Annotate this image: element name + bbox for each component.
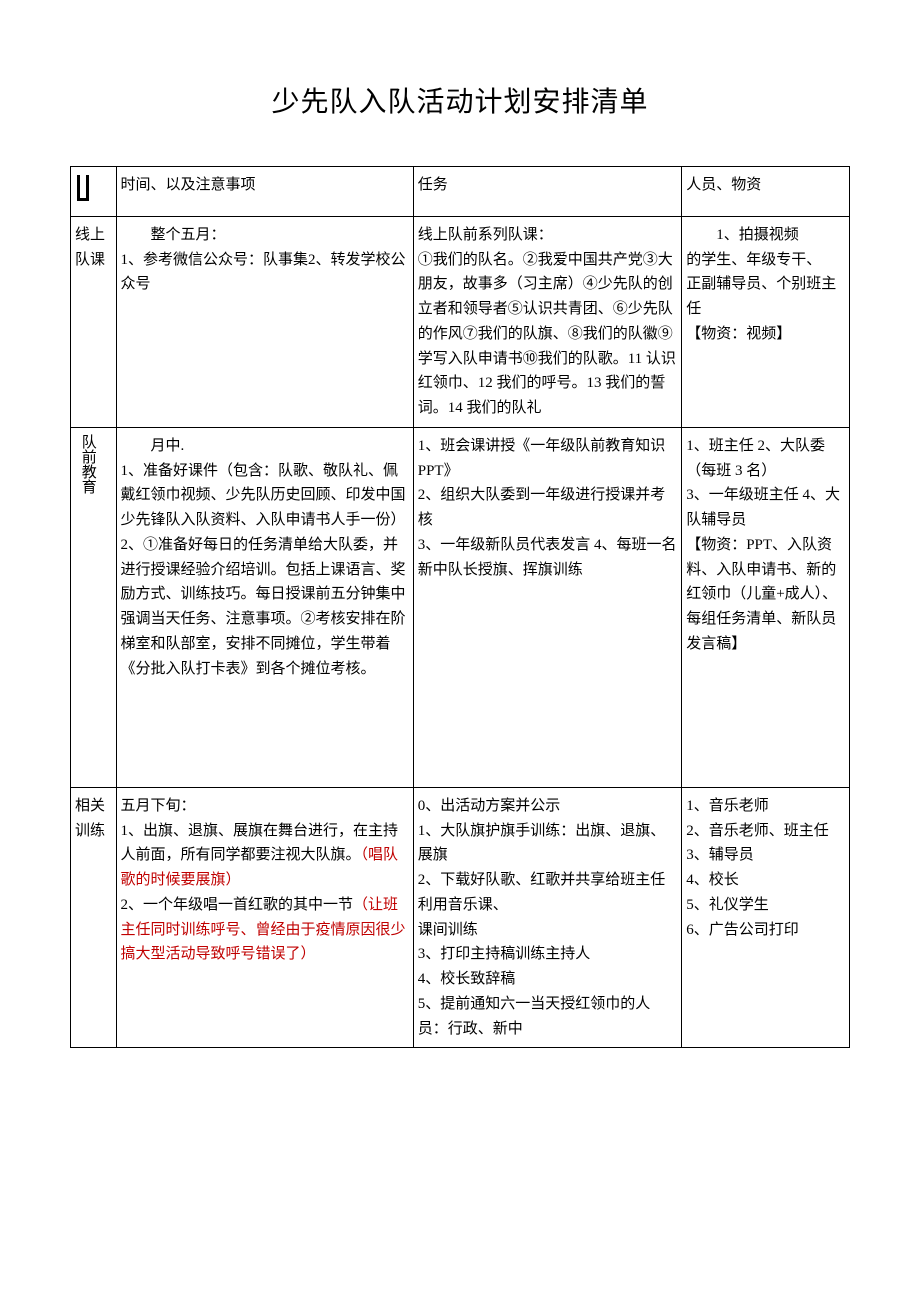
- header-marker-icon: [77, 175, 89, 201]
- stage-label-preedu: 队前教育: [75, 434, 100, 494]
- task-cell: 0、出活动方案并公示 1、大队旗护旗手训练：出旗、退旗、展旗 2、下载好队歌、红…: [413, 787, 681, 1048]
- header-time: 时间、以及注意事项: [116, 167, 413, 217]
- page-title: 少先队入队活动计划安排清单: [70, 80, 850, 126]
- people-lead: 1、拍摄视频: [686, 223, 845, 248]
- stage-label-training: 相关训练: [75, 798, 105, 839]
- table-header-row: 时间、以及注意事项 任务 人员、物资: [71, 167, 850, 217]
- people-body: 的学生、年级专干、 正副辅导员、个别班主任 【物资：视频】: [686, 252, 836, 342]
- table-row: 队前教育 月中. 1、准备好课件（包含：队歌、敬队礼、佩戴红领巾视频、少先队历史…: [71, 427, 850, 787]
- time-body: 1、参考微信公众号：队事集2、转发学校公众号: [121, 252, 406, 293]
- header-people: 人员、物资: [682, 167, 850, 217]
- time-lead: 月中.: [121, 434, 409, 459]
- table-row: 相关训练 五月下旬： 1、出旗、退旗、展旗在舞台进行，在主持人前面，所有同学都要…: [71, 787, 850, 1048]
- people-cell: 1、班主任 2、大队委 （每班 3 名） 3、一年级班主任 4、大队辅导员 【物…: [682, 427, 850, 787]
- time-lead: 整个五月：: [121, 223, 409, 248]
- schedule-table: 时间、以及注意事项 任务 人员、物资 线上队课 整个五月： 1、参考微信公众号：…: [70, 166, 850, 1048]
- stage-cell-preedu: 队前教育: [71, 427, 117, 787]
- header-blank: [71, 167, 117, 217]
- time-cell: 整个五月： 1、参考微信公众号：队事集2、转发学校公众号: [116, 216, 413, 427]
- time-body: 1、准备好课件（包含：队歌、敬队礼、佩戴红领巾视频、少先队历史回顾、印发中国少先…: [121, 463, 406, 677]
- people-cell: 1、拍摄视频 的学生、年级专干、 正副辅导员、个别班主任 【物资：视频】: [682, 216, 850, 427]
- task-cell: 线上队前系列队课： ①我们的队名。②我爱中国共产党③大朋友，故事多（习主席）④少…: [413, 216, 681, 427]
- stage-cell-training: 相关训练: [71, 787, 117, 1048]
- header-task: 任务: [413, 167, 681, 217]
- stage-label-online: 线上队课: [75, 227, 105, 268]
- time-p2a: 2、一个年级唱一首红歌的其中一节: [121, 897, 354, 913]
- time-cell: 月中. 1、准备好课件（包含：队歌、敬队礼、佩戴红领巾视频、少先队历史回顾、印发…: [116, 427, 413, 787]
- time-p1a: 1、出旗、退旗、展旗在舞台进行，在主持人前面，所有同学都要注视大队旗。: [121, 823, 399, 864]
- people-cell: 1、音乐老师 2、音乐老师、班主任 3、辅导员 4、校长 5、礼仪学生 6、广告…: [682, 787, 850, 1048]
- time-cell: 五月下旬： 1、出旗、退旗、展旗在舞台进行，在主持人前面，所有同学都要注视大队旗…: [116, 787, 413, 1048]
- time-lead: 五月下旬：: [121, 798, 196, 814]
- table-row: 线上队课 整个五月： 1、参考微信公众号：队事集2、转发学校公众号 线上队前系列…: [71, 216, 850, 427]
- task-cell: 1、班会课讲授《一年级队前教育知识 PPT》 2、组织大队委到一年级进行授课并考…: [413, 427, 681, 787]
- stage-cell-online: 线上队课: [71, 216, 117, 427]
